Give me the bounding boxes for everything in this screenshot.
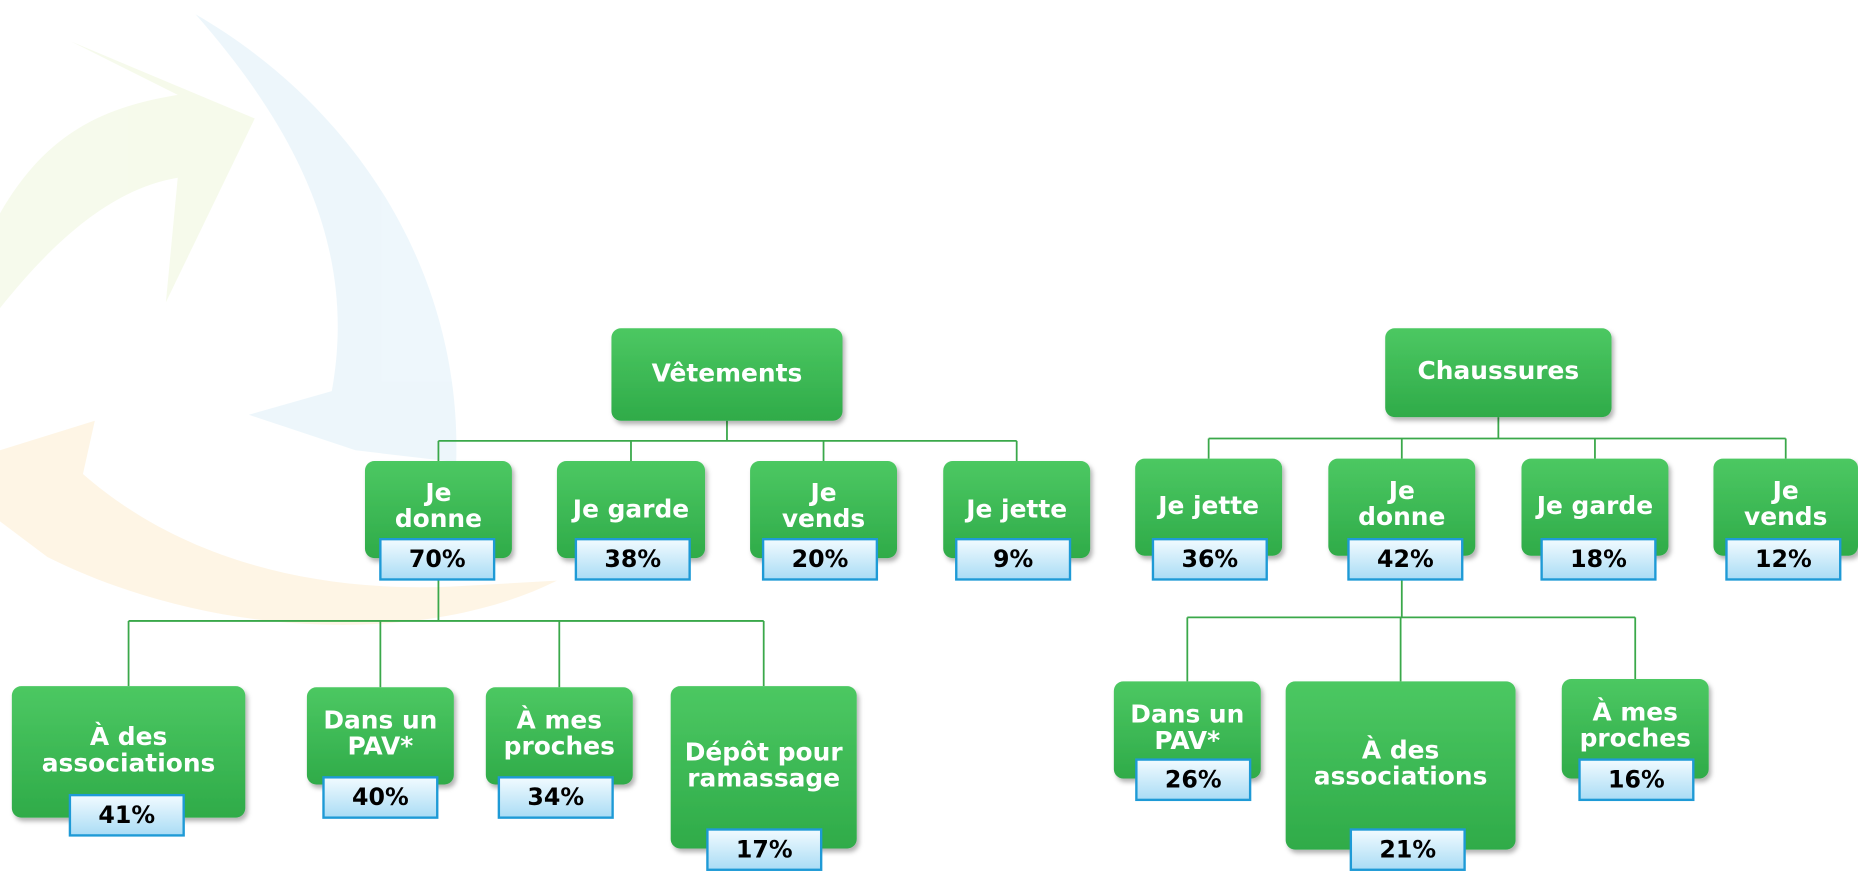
node-label: vends bbox=[782, 504, 865, 533]
percent-label: 70% bbox=[409, 545, 466, 573]
node-label: PAV* bbox=[347, 732, 413, 761]
node-label: associations bbox=[1314, 761, 1488, 790]
node: Vêtements bbox=[611, 328, 842, 420]
percent-label: 34% bbox=[527, 783, 584, 811]
node-label: À des bbox=[1362, 735, 1439, 764]
node-label: Chaussures bbox=[1418, 356, 1580, 385]
connector bbox=[1209, 417, 1786, 458]
diagram: VêtementsÀ desassociations41%Dans unPAV*… bbox=[0, 0, 1858, 871]
node-label: vends bbox=[1744, 502, 1827, 531]
node: Je jette 9% bbox=[943, 461, 1090, 579]
node-label: Je bbox=[1771, 476, 1799, 505]
percent-label: 40% bbox=[352, 783, 409, 811]
node: Chaussures bbox=[1385, 328, 1611, 417]
percent-label: 36% bbox=[1181, 545, 1238, 573]
node-label: Je bbox=[1387, 476, 1415, 505]
node-label: Je bbox=[423, 478, 451, 507]
node-label: Je jette bbox=[964, 495, 1067, 524]
node-label: proches bbox=[1580, 723, 1691, 752]
node-label: PAV* bbox=[1154, 726, 1220, 755]
node: Je garde 18% bbox=[1521, 459, 1668, 580]
node-label: Je bbox=[808, 478, 836, 507]
node-label: associations bbox=[42, 748, 216, 777]
percent-label: 26% bbox=[1165, 765, 1222, 793]
percent-label: 12% bbox=[1755, 545, 1812, 573]
node-label: donne bbox=[395, 504, 482, 533]
percent-label: 42% bbox=[1377, 545, 1434, 573]
arrow-green bbox=[0, 42, 255, 309]
node-label: Je jette bbox=[1156, 491, 1259, 520]
node-label: Dans un bbox=[1130, 700, 1244, 729]
node: Je garde 38% bbox=[557, 461, 705, 579]
arrow-blue bbox=[196, 14, 457, 462]
node-label: À mes bbox=[517, 706, 603, 735]
percent-label: 18% bbox=[1570, 545, 1627, 573]
node-label: Dans un bbox=[323, 706, 437, 735]
connector bbox=[438, 421, 1016, 461]
page: VêtementsÀ desassociations41%Dans unPAV*… bbox=[0, 0, 1858, 871]
percent-label: 16% bbox=[1608, 765, 1665, 793]
percent-label: 41% bbox=[98, 801, 155, 829]
node-label: Je garde bbox=[571, 495, 689, 524]
percent-label: 38% bbox=[604, 545, 661, 573]
node-label: Dépôt pour bbox=[685, 738, 844, 767]
node: Je jette 36% bbox=[1135, 459, 1282, 580]
percent-label: 20% bbox=[792, 545, 849, 573]
node-label: À des bbox=[90, 722, 167, 751]
connector bbox=[1187, 579, 1635, 681]
node-label: donne bbox=[1358, 502, 1445, 531]
percent-label: 21% bbox=[1379, 835, 1436, 863]
node-label: À mes bbox=[1592, 697, 1678, 726]
percent-label: 9% bbox=[993, 545, 1033, 573]
node-label: proches bbox=[504, 732, 615, 761]
percent-label: 17% bbox=[736, 835, 793, 863]
node-label: Je garde bbox=[1535, 491, 1653, 520]
node-label: Vêtements bbox=[652, 358, 803, 387]
node-label: ramassage bbox=[687, 764, 840, 793]
